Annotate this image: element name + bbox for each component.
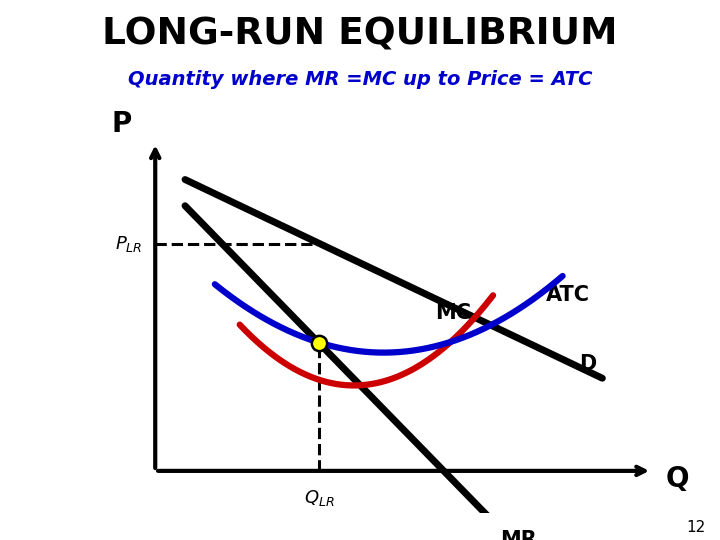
- Text: Quantity where MR =MC up to Price = ATC: Quantity where MR =MC up to Price = ATC: [128, 70, 592, 89]
- Text: MC: MC: [436, 302, 472, 322]
- Text: $P_{LR}$: $P_{LR}$: [114, 234, 142, 254]
- Text: P: P: [112, 110, 132, 138]
- Text: 12: 12: [686, 519, 706, 535]
- Text: Q: Q: [665, 465, 689, 494]
- Text: MR: MR: [500, 530, 536, 540]
- Text: D: D: [579, 354, 596, 374]
- Text: LONG-RUN EQUILIBRIUM: LONG-RUN EQUILIBRIUM: [102, 16, 618, 52]
- Text: $Q_{LR}$: $Q_{LR}$: [304, 488, 335, 508]
- Text: ATC: ATC: [546, 285, 590, 305]
